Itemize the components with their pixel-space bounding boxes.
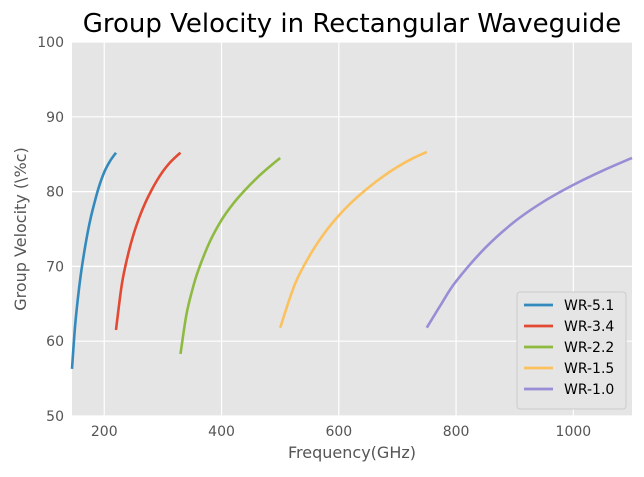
chart-title: Group Velocity in Rectangular Waveguide (83, 9, 622, 39)
series-layer (70, 150, 633, 369)
tick-labels: 200 400 600 800 1000 50 60 70 80 90 100 (37, 35, 591, 440)
legend-label-wr-3-4: WR-3.4 (564, 319, 614, 335)
y-tick-label: 100 (37, 35, 64, 51)
legend-label-wr-1-0: WR-1.0 (564, 382, 614, 398)
y-tick-label: 60 (46, 334, 64, 350)
x-tick-label: 400 (208, 424, 235, 440)
x-tick-label: 200 (91, 424, 118, 440)
x-tick-label: 800 (443, 424, 470, 440)
legend: WR-5.1 WR-3.4 WR-2.2 WR-1.5 WR-1.0 (516, 291, 627, 410)
y-tick-label: 70 (46, 259, 64, 275)
y-tick-label: 90 (46, 110, 64, 126)
series-line-wr-3-4 (114, 151, 182, 331)
y-tick-label: 80 (46, 185, 64, 201)
legend-box (516, 291, 627, 410)
grid-lines (72, 41, 632, 417)
y-axis-label: Group Velocity (\%c) (11, 147, 30, 311)
legend-label-wr-2-2: WR-2.2 (564, 340, 614, 356)
legend-label-wr-5-1: WR-5.1 (564, 298, 614, 314)
y-tick-label: 50 (46, 409, 64, 425)
series-line-wr-5-1 (70, 151, 118, 369)
legend-label-wr-1-5: WR-1.5 (564, 361, 614, 377)
x-tick-label: 1000 (556, 424, 592, 440)
x-axis-label: Frequency(GHz) (288, 443, 416, 462)
x-tick-label: 600 (325, 424, 352, 440)
series-line-wr-1-5 (278, 150, 428, 329)
series-line-wr-2-2 (179, 156, 281, 355)
series-line-wr-1-0 (425, 156, 633, 329)
